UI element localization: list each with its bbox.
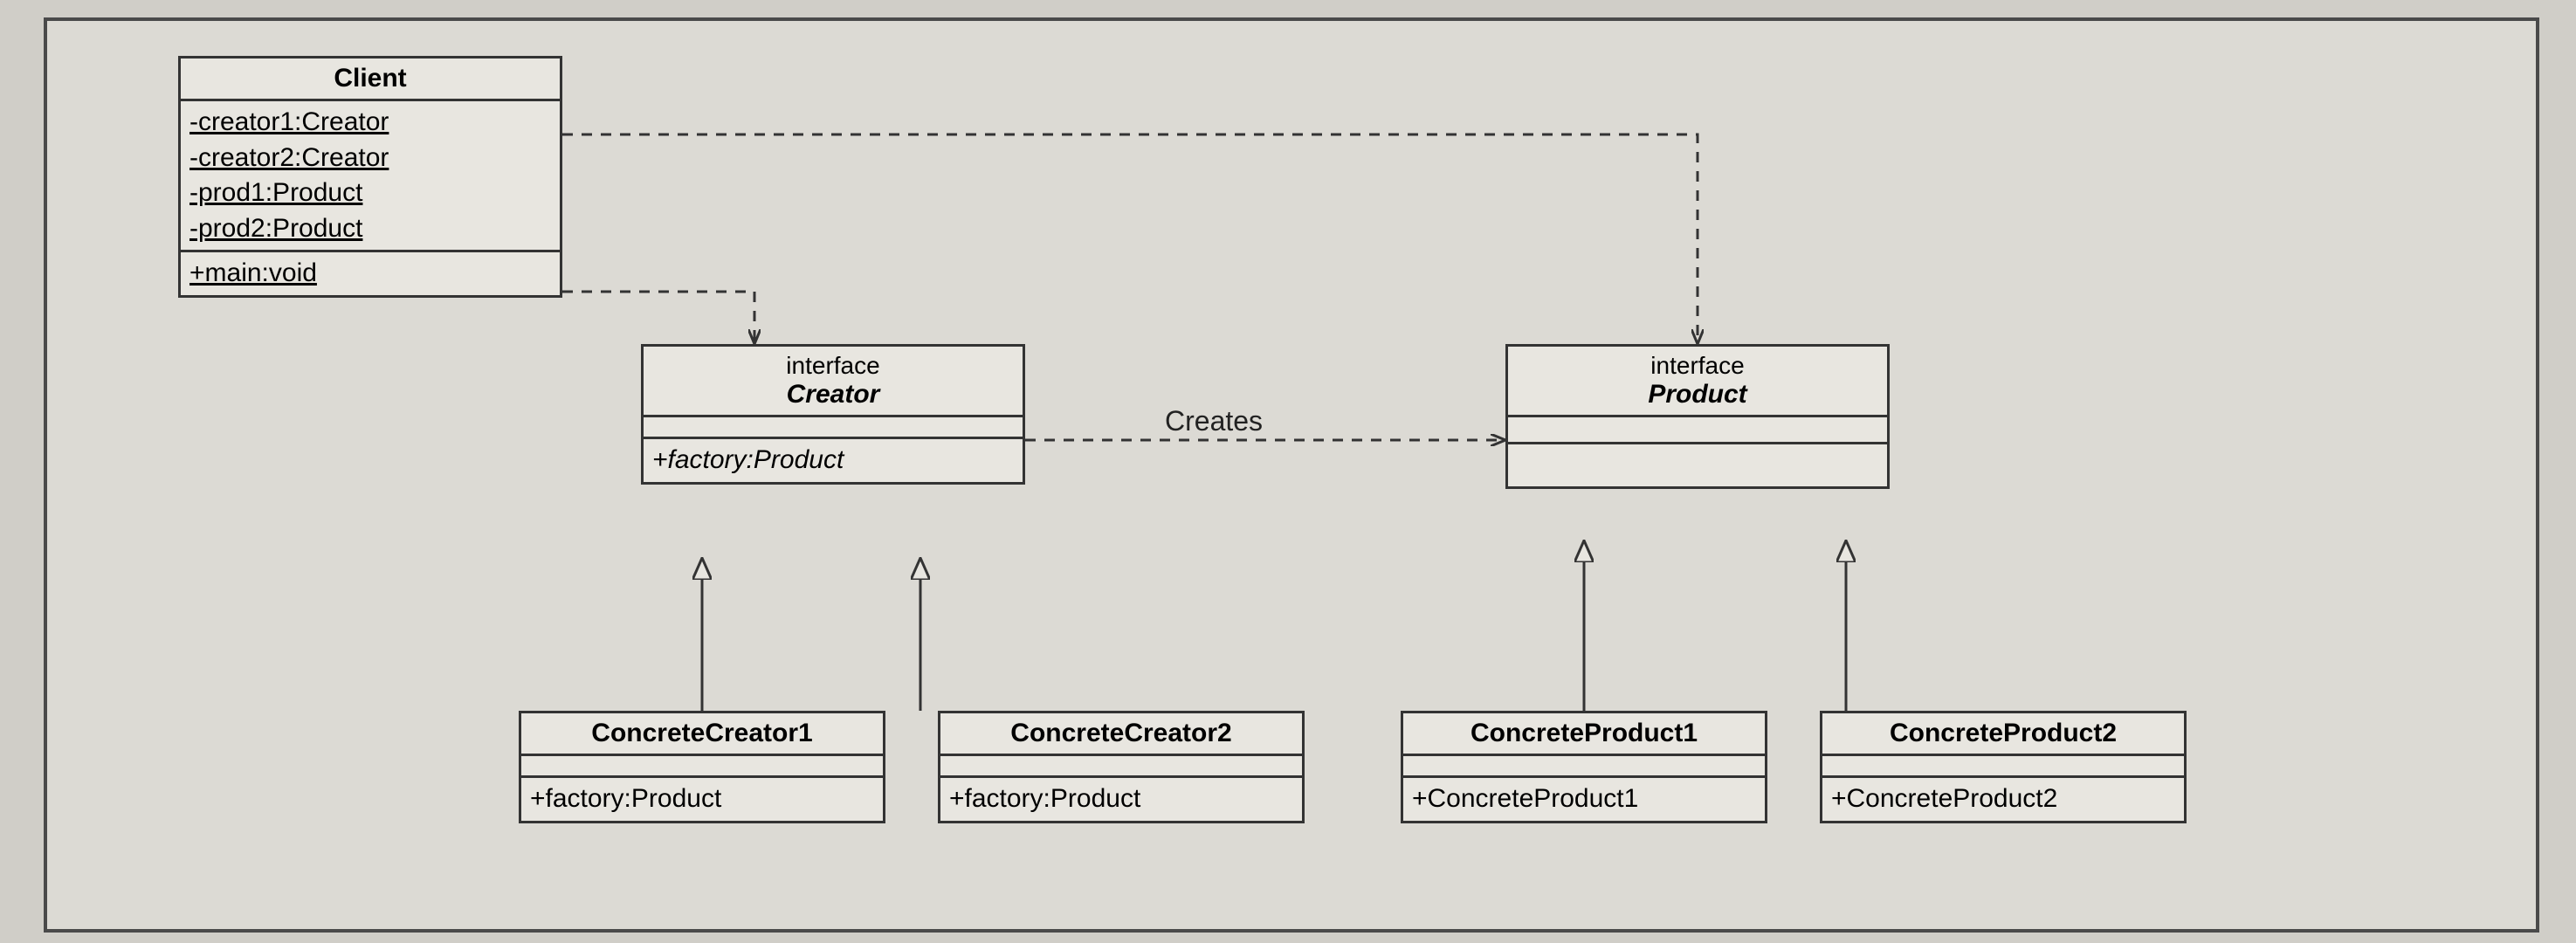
attr: -prod2:Product [189, 211, 551, 247]
interface-creator-name: Creator [651, 380, 1016, 410]
canvas: Client -creator1:Creator -creator2:Creat… [0, 0, 2576, 943]
class-concrete-product1: ConcreteProduct1 +ConcreteProduct1 [1401, 711, 1767, 823]
class-client: Client -creator1:Creator -creator2:Creat… [178, 56, 562, 298]
class-name: ConcreteProduct2 [1890, 719, 2117, 747]
op: +ConcreteProduct2 [1831, 781, 2175, 817]
class-name: ConcreteCreator2 [1010, 719, 1231, 747]
edge-label-creates: Creates [1165, 405, 1263, 437]
op: +main:void [189, 256, 551, 292]
op: +factory:Product [652, 443, 1014, 478]
interface-product-name: Product [1515, 380, 1880, 410]
interface-product: interface Product [1505, 344, 1890, 489]
class-concrete-creator1: ConcreteCreator1 +factory:Product [519, 711, 885, 823]
class-concrete-creator2: ConcreteCreator2 +factory:Product [938, 711, 1305, 823]
op: +factory:Product [530, 781, 874, 817]
class-client-name: Client [334, 64, 406, 93]
attr: -creator1:Creator [189, 105, 551, 141]
stereotype: interface [651, 352, 1016, 380]
interface-creator: interface Creator +factory:Product [641, 344, 1025, 485]
class-name: ConcreteProduct1 [1471, 719, 1698, 747]
diagram-frame: Client -creator1:Creator -creator2:Creat… [44, 17, 2539, 933]
class-concrete-product2: ConcreteProduct2 +ConcreteProduct2 [1820, 711, 2187, 823]
attr: -prod1:Product [189, 176, 551, 211]
stereotype: interface [1515, 352, 1880, 380]
attr: -creator2:Creator [189, 141, 551, 176]
op: +factory:Product [949, 781, 1293, 817]
class-name: ConcreteCreator1 [591, 719, 812, 747]
op: +ConcreteProduct1 [1412, 781, 1756, 817]
